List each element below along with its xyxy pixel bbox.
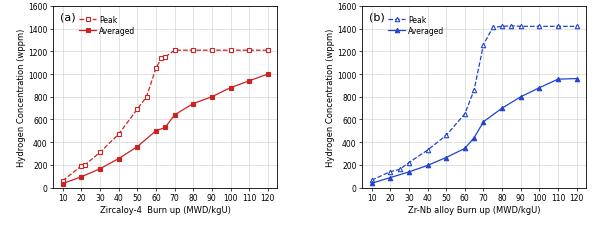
Peak xyxy=(78,165,85,168)
Peak xyxy=(171,50,178,52)
Peak xyxy=(152,68,159,71)
Text: (a): (a) xyxy=(60,12,76,22)
Peak xyxy=(387,171,394,173)
Line: Peak: Peak xyxy=(60,49,270,183)
Averaged xyxy=(134,146,141,148)
Averaged xyxy=(246,80,253,83)
Averaged xyxy=(480,121,487,124)
Averaged xyxy=(115,158,122,160)
Averaged xyxy=(189,103,197,106)
Peak xyxy=(227,50,234,52)
Averaged xyxy=(171,114,178,117)
Y-axis label: Hydrogen Concentration (wppm): Hydrogen Concentration (wppm) xyxy=(17,28,25,166)
Peak xyxy=(508,25,515,28)
Peak xyxy=(406,161,413,164)
Averaged xyxy=(498,107,506,110)
Peak xyxy=(115,133,122,136)
X-axis label: Zr-Nb alloy Burn up (MWD/kgU): Zr-Nb alloy Burn up (MWD/kgU) xyxy=(408,205,540,214)
Peak xyxy=(480,44,487,47)
X-axis label: Zircaloy-4  Burn up (MWD/kgU): Zircaloy-4 Burn up (MWD/kgU) xyxy=(100,205,231,214)
Averaged xyxy=(517,96,525,99)
Peak xyxy=(189,50,197,52)
Peak xyxy=(498,26,506,29)
Legend: Peak, Averaged: Peak, Averaged xyxy=(388,16,445,36)
Peak xyxy=(555,26,562,29)
Peak xyxy=(424,149,431,152)
Averaged xyxy=(368,182,375,185)
Averaged xyxy=(96,168,104,171)
Peak xyxy=(461,113,468,116)
Averaged xyxy=(536,87,543,90)
Averaged xyxy=(424,164,431,167)
Peak xyxy=(264,50,271,52)
Averaged xyxy=(78,176,85,178)
Line: Averaged: Averaged xyxy=(60,73,270,186)
Peak xyxy=(59,180,66,182)
Peak xyxy=(536,26,543,29)
Text: (b): (b) xyxy=(369,12,385,22)
Peak xyxy=(82,164,89,166)
Peak xyxy=(471,89,478,92)
Peak xyxy=(143,96,150,99)
Peak xyxy=(489,27,496,30)
Peak xyxy=(573,26,580,29)
Line: Peak: Peak xyxy=(369,25,579,183)
Peak xyxy=(162,56,169,59)
Averaged xyxy=(59,183,66,185)
Averaged xyxy=(208,96,215,99)
Averaged xyxy=(152,130,159,133)
Peak xyxy=(396,168,403,171)
Averaged xyxy=(555,78,562,81)
Peak xyxy=(208,50,215,52)
Peak xyxy=(443,134,450,137)
Averaged xyxy=(573,78,580,81)
Averaged xyxy=(443,156,450,159)
Averaged xyxy=(471,137,478,139)
Averaged xyxy=(162,126,169,129)
Peak xyxy=(246,50,253,52)
Peak xyxy=(134,108,141,111)
Averaged xyxy=(406,171,413,174)
Averaged xyxy=(227,87,234,90)
Peak xyxy=(517,26,525,29)
Averaged xyxy=(387,177,394,179)
Averaged xyxy=(461,147,468,150)
Averaged xyxy=(264,73,271,76)
Peak xyxy=(368,179,375,182)
Line: Averaged: Averaged xyxy=(369,77,579,186)
Legend: Peak, Averaged: Peak, Averaged xyxy=(79,16,136,36)
Peak xyxy=(158,57,165,60)
Peak xyxy=(96,151,104,154)
Y-axis label: Hydrogen Concentration (wppm): Hydrogen Concentration (wppm) xyxy=(326,28,334,166)
